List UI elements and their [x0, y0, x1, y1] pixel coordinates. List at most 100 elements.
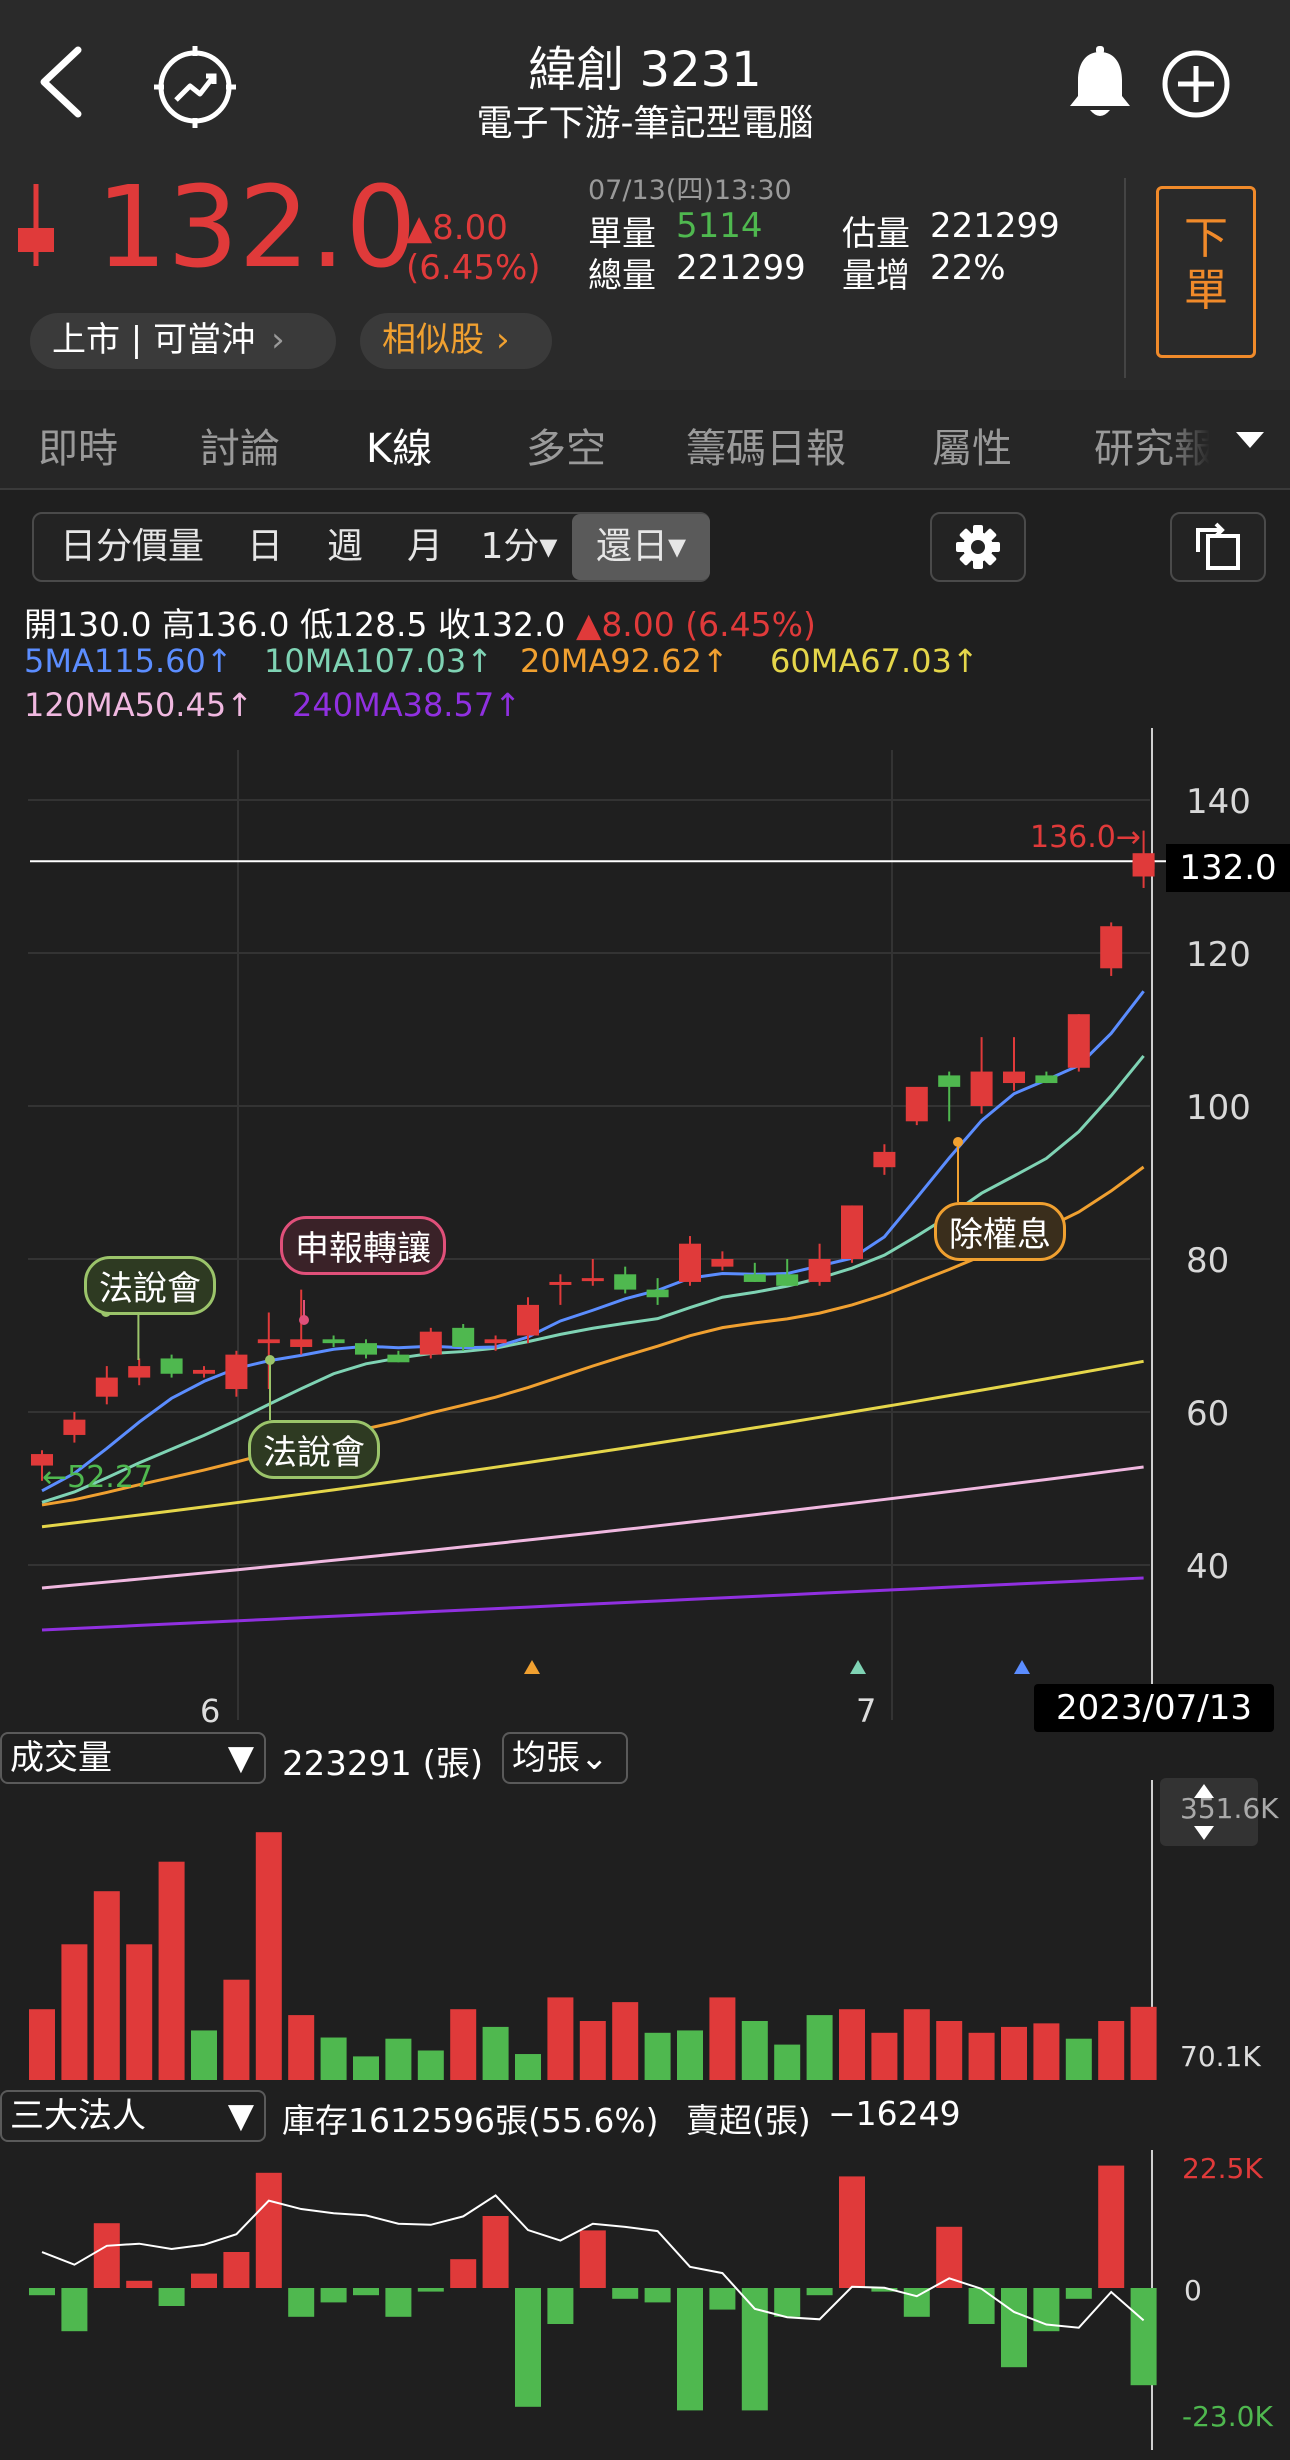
candle-body	[193, 1369, 215, 1374]
institutional-bar	[450, 2259, 477, 2288]
net-sell-label: 賣超(張)	[686, 2101, 811, 2140]
tab-discussion[interactable]: 討論	[200, 426, 280, 472]
chevron-right-icon: ›	[496, 320, 510, 360]
candle-body	[355, 1343, 377, 1355]
event-dot	[265, 1355, 275, 1365]
institutional-bar	[644, 2288, 671, 2303]
institutional-bar	[741, 2288, 768, 2411]
institutional-dropdown[interactable]: 三大法人 ▼	[0, 2090, 266, 2142]
event-tag-ex-dividend[interactable]: 除權息	[934, 1202, 1066, 1261]
institutional-bar	[255, 2172, 282, 2288]
volume-bar	[515, 2054, 541, 2080]
tab-chip-daily[interactable]: 籌碼日報	[686, 426, 846, 472]
trend-target-button[interactable]	[150, 42, 240, 132]
volume-bar	[320, 2037, 347, 2080]
est-volume-label: 估量	[842, 214, 910, 254]
volume-bar	[644, 2032, 671, 2080]
ma60-line	[41, 1359, 1144, 1529]
volume-bar	[871, 2032, 898, 2080]
similar-stocks-button[interactable]: 相似股 ›	[360, 313, 552, 369]
volume-bar	[223, 1979, 250, 2080]
open-label: 開	[24, 605, 57, 644]
price-change-pct: (6.45%)	[406, 248, 541, 288]
period-week[interactable]: 週	[326, 526, 363, 567]
tab-kline[interactable]: K線	[366, 426, 433, 472]
mini-candle-icon	[18, 184, 54, 266]
volume-bar	[774, 2044, 801, 2080]
candle-body	[452, 1327, 475, 1347]
tab-realtime[interactable]: 即時	[38, 426, 118, 472]
y-tick-40: 40	[1186, 1547, 1230, 1587]
inst-zero-label: 0	[1184, 2274, 1202, 2307]
tab-attributes[interactable]: 屬性	[932, 426, 1012, 472]
tab-long-short[interactable]: 多空	[526, 426, 606, 472]
candle-body	[419, 1331, 442, 1355]
tabs-more-button[interactable]	[1210, 390, 1290, 488]
institutional-bar	[417, 2288, 444, 2292]
ma120-legend: 120MA50.45↑	[24, 686, 253, 724]
tab-bar: 即時 討論 K線 多空 籌碼日報 屬性 研究報	[0, 390, 1290, 490]
place-order-button[interactable]: 下 單	[1156, 186, 1256, 358]
volume-bar	[126, 1944, 153, 2080]
candlestick-chart[interactable]	[0, 720, 1290, 1720]
volume-scale-control[interactable]: 351.6K	[1160, 1778, 1279, 1846]
alert-button[interactable]	[1062, 44, 1138, 124]
institutional-bar	[223, 2252, 250, 2288]
adjusted-daily[interactable]: 還日▾	[572, 514, 710, 580]
open-value: 130.0	[57, 605, 152, 644]
institutional-bar	[353, 2288, 379, 2296]
institutional-holdings: 庫存1612596張(55.6%)	[282, 2101, 659, 2140]
month-label-6: 6	[200, 1692, 221, 1730]
ma240-legend: 240MA38.57↑	[292, 686, 521, 724]
y-tick-60: 60	[1186, 1394, 1230, 1434]
candle-body	[614, 1274, 637, 1290]
candle-body	[63, 1419, 86, 1435]
event-tag-earnings-call[interactable]: 法說會	[84, 1256, 216, 1315]
tab-research[interactable]: 研究報	[1094, 426, 1210, 472]
y-tick-100: 100	[1186, 1088, 1251, 1128]
volume-increase: 22%	[930, 248, 1006, 288]
back-button[interactable]	[30, 40, 90, 120]
candle-body	[841, 1205, 863, 1259]
ma20-line	[41, 1165, 1145, 1507]
add-watchlist-button[interactable]	[1160, 48, 1232, 120]
candle-body	[95, 1377, 118, 1397]
period-month[interactable]: 月	[406, 526, 443, 567]
candle-body	[938, 1075, 961, 1087]
avg-lot-dropdown[interactable]: 均張⌄	[502, 1732, 628, 1784]
unit-volume: 5114	[676, 206, 763, 246]
y-tick-80: 80	[1186, 1241, 1230, 1281]
institutional-chart[interactable]	[0, 2150, 1160, 2450]
chart-settings-button[interactable]	[930, 512, 1026, 582]
event-tag-earnings-call-2[interactable]: 法說會	[248, 1420, 380, 1479]
event-tag-insider-transfer[interactable]: 申報轉讓	[280, 1216, 446, 1275]
stock-subtitle: 電子下游-筆記型電腦	[476, 103, 814, 144]
header-divider	[1124, 178, 1126, 378]
candle-body	[517, 1304, 539, 1336]
candle-body	[484, 1339, 507, 1344]
period-day[interactable]: 日	[246, 526, 283, 567]
close-label: 收	[437, 605, 471, 644]
volume-increase-label: 量增	[842, 256, 910, 296]
period-intraday[interactable]: 日分價量	[59, 526, 204, 567]
volume-bar	[385, 2038, 412, 2080]
volume-indicator-dropdown[interactable]: 成交量 ▼	[0, 1732, 266, 1784]
period-low-marker: ←52.27	[42, 1460, 154, 1495]
institutional-bar	[93, 2223, 120, 2288]
volume-chart[interactable]	[0, 1780, 1160, 2080]
institutional-bar	[709, 2288, 736, 2310]
candle-body	[257, 1339, 280, 1344]
market-tag-button[interactable]: 上市 | 可當沖 ›	[30, 313, 336, 369]
period-minute[interactable]: 1分▾	[480, 526, 558, 567]
volume-bar	[547, 1997, 574, 2080]
institutional-bar	[191, 2273, 217, 2288]
total-volume-label: 總量	[588, 256, 656, 296]
candle-body	[1100, 926, 1123, 969]
high-value: 136.0	[194, 605, 290, 644]
volume-bar	[1098, 2021, 1125, 2080]
institutional-bar	[839, 2176, 865, 2288]
volume-bar	[450, 2009, 477, 2080]
candle-body	[160, 1358, 183, 1374]
institutional-bar	[612, 2288, 639, 2299]
rotate-landscape-button[interactable]	[1170, 512, 1266, 582]
